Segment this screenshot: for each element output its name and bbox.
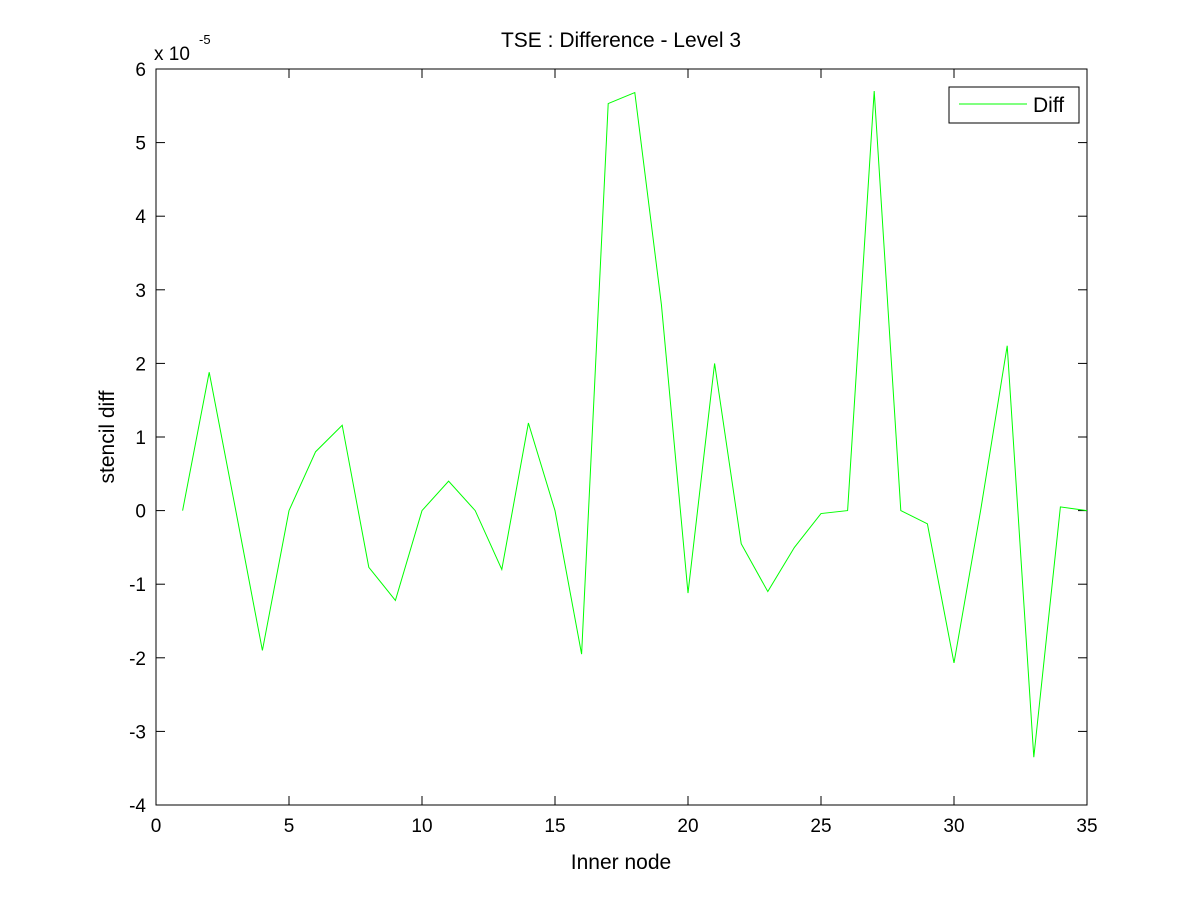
x-tick-label: 20 bbox=[677, 816, 698, 837]
y-tick-label: 6 bbox=[135, 60, 146, 81]
y-axis-label: stencil diff bbox=[96, 390, 119, 483]
series-layer bbox=[182, 91, 1088, 758]
y-axis-ticks: -4 -3 -2 -1 0 1 2 3 4 5 6 bbox=[129, 60, 1087, 817]
x-tick-label: 0 bbox=[151, 816, 162, 837]
y-tick-label: -4 bbox=[129, 796, 146, 817]
plot-area bbox=[155, 68, 1088, 806]
y-tick-label: 1 bbox=[135, 428, 146, 449]
y-axis-multiplier: x 10 -5 bbox=[154, 32, 211, 65]
y-tick-label: -1 bbox=[129, 575, 146, 596]
chart-title: TSE : Difference - Level 3 bbox=[501, 29, 741, 52]
x-tick-label: 30 bbox=[943, 816, 964, 837]
y-tick-label: 4 bbox=[135, 207, 146, 228]
y-tick-label: -2 bbox=[129, 649, 146, 670]
y-tick-label: 3 bbox=[135, 281, 146, 302]
y-tick-label: 0 bbox=[135, 502, 146, 523]
x-tick-label: 25 bbox=[810, 816, 831, 837]
legend-box bbox=[948, 86, 1080, 124]
y-multiplier-exponent: -5 bbox=[199, 32, 211, 47]
y-tick-label: 2 bbox=[135, 354, 146, 375]
y-tick-label: 5 bbox=[135, 134, 146, 155]
x-tick-label: 5 bbox=[284, 816, 295, 837]
legend: Diff bbox=[948, 86, 1080, 124]
y-multiplier-base: x 10 bbox=[154, 44, 190, 65]
x-axis-label: Inner node bbox=[571, 851, 671, 874]
x-tick-label: 10 bbox=[411, 816, 432, 837]
series-line-diff bbox=[182, 91, 1088, 758]
x-tick-label: 35 bbox=[1076, 816, 1097, 837]
x-axis-ticks: 0 5 10 15 20 25 30 35 bbox=[151, 69, 1098, 837]
legend-label-diff: Diff bbox=[1033, 94, 1064, 117]
x-tick-label: 15 bbox=[544, 816, 565, 837]
y-tick-label: -3 bbox=[129, 722, 146, 743]
